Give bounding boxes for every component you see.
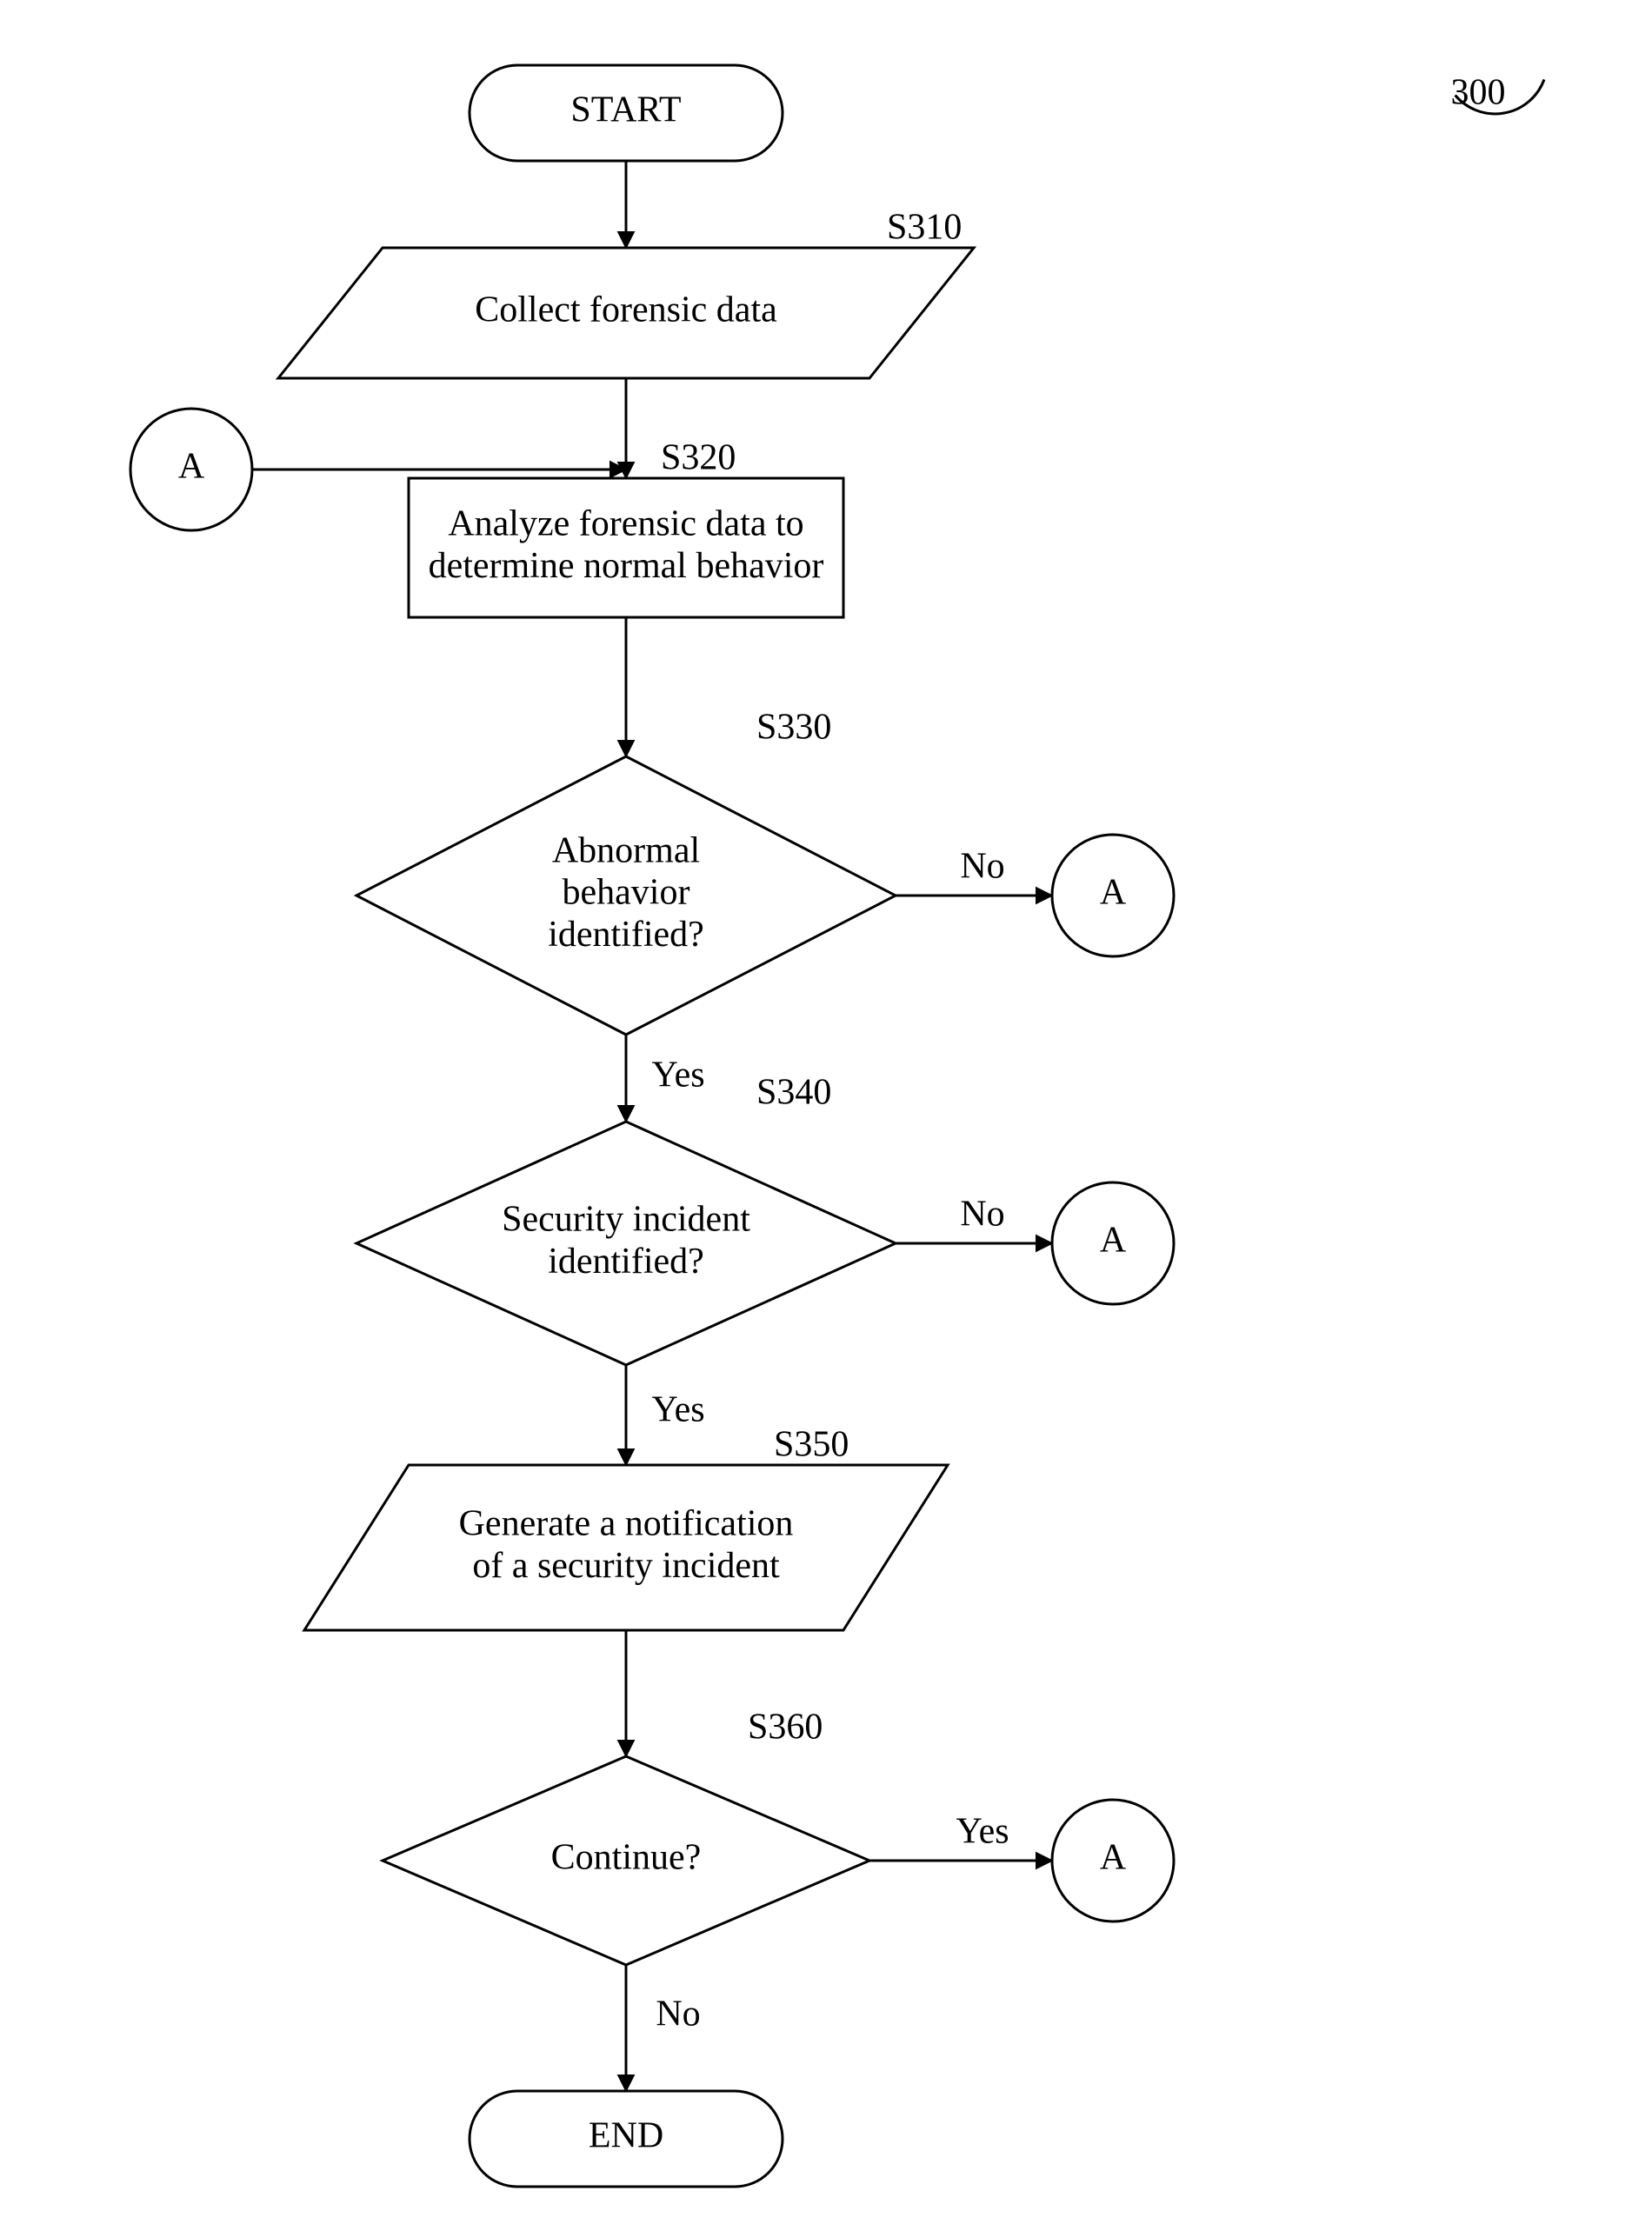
svg-text:identified?: identified?	[548, 1242, 704, 1282]
svg-text:No: No	[960, 1195, 1004, 1235]
svg-text:Yes: Yes	[651, 1390, 704, 1430]
svg-text:No: No	[656, 1995, 700, 2035]
svg-text:Continue?: Continue?	[551, 1838, 702, 1878]
svg-text:identified?: identified?	[548, 915, 704, 955]
svg-text:END: END	[589, 2116, 663, 2156]
figure-number: 300	[1451, 73, 1506, 113]
svg-text:A: A	[1100, 1838, 1127, 1878]
svg-text:START: START	[570, 90, 681, 130]
svg-text:S310: S310	[887, 208, 962, 248]
svg-text:S340: S340	[756, 1073, 831, 1113]
svg-text:behavior: behavior	[563, 873, 690, 913]
svg-text:No: No	[960, 847, 1004, 887]
svg-text:Yes: Yes	[651, 1056, 704, 1096]
svg-text:Yes: Yes	[956, 1812, 1009, 1852]
flowchart: START Collect forensic data S310 A Analyze f…	[0, 0, 1652, 2231]
svg-text:Collect forensic data: Collect forensic data	[475, 290, 777, 330]
svg-text:S360: S360	[748, 1708, 823, 1748]
svg-text:of a security incident: of a security incident	[472, 1546, 780, 1586]
svg-text:Abnormal: Abnormal	[552, 830, 700, 870]
svg-text:Security incident: Security incident	[502, 1199, 750, 1239]
svg-text:Generate a notification: Generate a notification	[459, 1503, 794, 1543]
svg-text:Analyze forensic data to: Analyze forensic data to	[448, 503, 803, 543]
svg-text:S350: S350	[774, 1425, 849, 1465]
svg-text:determine normal behavior: determine normal behavior	[429, 546, 824, 586]
svg-text:A: A	[1100, 1221, 1127, 1261]
svg-text:S320: S320	[661, 438, 736, 478]
svg-text:A: A	[1100, 873, 1127, 913]
svg-text:A: A	[178, 447, 205, 487]
svg-text:S330: S330	[756, 708, 831, 748]
